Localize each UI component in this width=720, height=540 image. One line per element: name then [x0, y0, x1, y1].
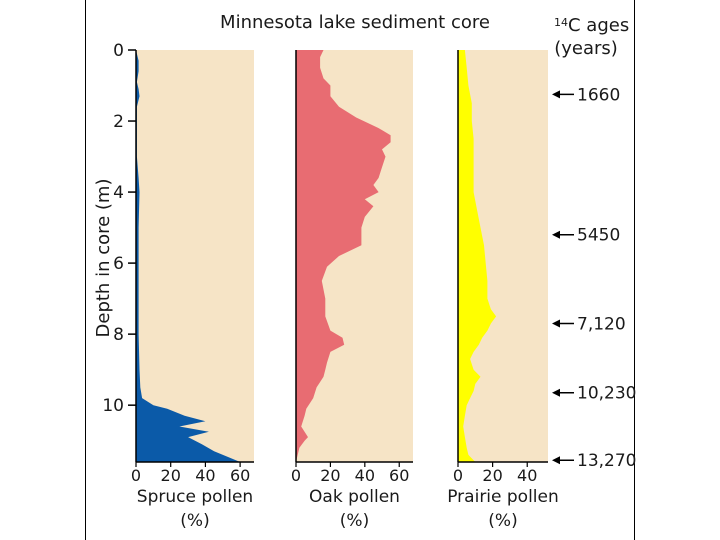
right-axis-title: C ages: [568, 15, 629, 36]
y-axis: 0 2 4 6 8 10: [102, 41, 136, 416]
pollen-series-area: [136, 50, 241, 462]
x-tick-label: 20: [482, 466, 502, 485]
chart-title: Minnesota lake sediment core: [220, 12, 490, 33]
age-label: 7,120: [577, 314, 626, 334]
right-axis-subtitle: (years): [554, 38, 618, 59]
x-tick-label: 0: [453, 466, 463, 485]
x-tick-label: 40: [355, 466, 375, 485]
panel-unit: (%): [488, 511, 517, 531]
panel-unit: (%): [340, 511, 369, 531]
age-label: 5450: [577, 226, 620, 246]
pollen-panel: 0 20 40 60 Oak pollen (%): [291, 50, 413, 531]
y-tick-label: 4: [113, 183, 124, 203]
pollen-panel: 0 20 40 Prairie pollen (%): [447, 50, 559, 531]
right-axis-title-superscript: 14: [554, 16, 568, 29]
panel-unit: (%): [180, 511, 209, 531]
y-tick-label: 0: [113, 41, 124, 61]
radiocarbon-age-axis: 14 C ages (years) 1660 5450 7,120 10,230 13,…: [552, 15, 636, 471]
pollen-series-area: [296, 50, 391, 462]
age-arrow-head: [552, 319, 560, 328]
age-label: 10,230: [577, 384, 636, 404]
x-tick-label: 0: [131, 466, 141, 485]
panel-title: Spruce pollen: [137, 487, 253, 507]
slide-frame: [85, 0, 635, 540]
pollen-series-area: [458, 50, 497, 462]
panel-title: Oak pollen: [309, 487, 400, 507]
age-label: 13,270: [577, 451, 636, 471]
y-tick-label: 10: [102, 396, 124, 416]
x-tick-label: 60: [389, 466, 409, 485]
x-tick-label: 20: [320, 466, 340, 485]
x-tick-label: 40: [517, 466, 537, 485]
x-tick-label: 60: [230, 466, 250, 485]
pollen-panel: 0 20 40 60 Spruce pollen (%): [131, 50, 254, 531]
x-tick-label: 40: [195, 466, 215, 485]
age-arrow-head: [552, 388, 560, 397]
y-tick-label: 2: [113, 112, 124, 132]
x-tick-label: 0: [291, 466, 301, 485]
y-axis-label: Depth in core (m): [93, 179, 114, 338]
panel-background: [136, 50, 254, 462]
age-label: 1660: [577, 85, 620, 105]
panel-title: Prairie pollen: [447, 487, 559, 507]
y-tick-label: 6: [113, 254, 124, 274]
x-tick-label: 20: [161, 466, 181, 485]
pollen-panels: 0 20 40 60 Spruce pollen (%) 0 20 40 60 Oak pollen…: [131, 50, 559, 531]
age-arrow-head: [552, 90, 560, 99]
y-tick-label: 8: [113, 325, 124, 345]
age-arrow-head: [552, 456, 560, 465]
age-arrow-head: [552, 230, 560, 239]
